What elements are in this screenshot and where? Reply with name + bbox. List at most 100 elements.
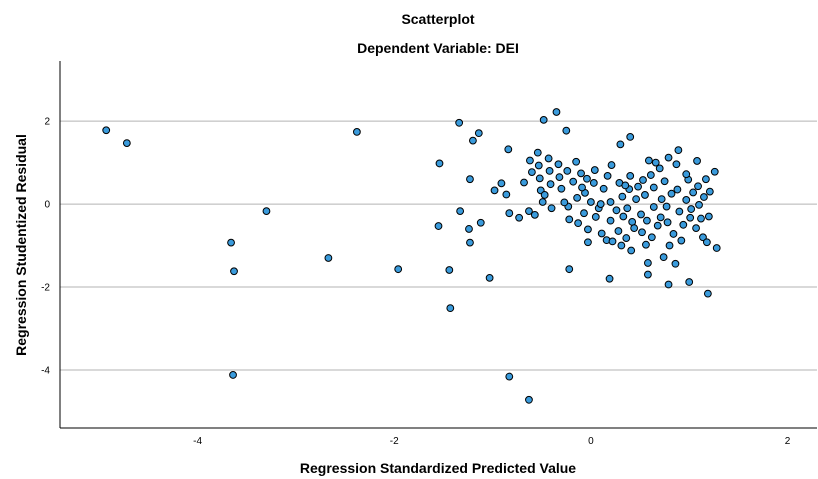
data-point: [685, 278, 694, 286]
y-axis-title: Regression Studentized Residual: [13, 134, 29, 356]
data-point: [692, 224, 700, 233]
data-point: [547, 204, 556, 213]
data-point: [682, 170, 691, 179]
data-point: [612, 206, 621, 215]
data-point: [526, 156, 534, 165]
data-point: [545, 166, 554, 175]
data-point: [590, 166, 599, 174]
chart-subtitle: Dependent Variable: DEI: [357, 40, 519, 56]
data-point: [655, 164, 664, 173]
x-axis-title: Regression Standardized Predicted Value: [300, 460, 576, 476]
data-point: [606, 216, 615, 225]
data-point: [614, 227, 623, 235]
data-point: [562, 126, 571, 135]
data-point: [623, 204, 632, 213]
data-point: [638, 228, 646, 237]
data-point: [667, 189, 676, 198]
axes: [59, 61, 817, 429]
data-point: [485, 273, 494, 282]
data-point: [673, 185, 682, 194]
data-point: [687, 205, 696, 213]
x-tick-label: 2: [785, 436, 791, 447]
data-point: [621, 181, 630, 190]
x-tick-label: 0: [588, 436, 594, 447]
data-point: [607, 161, 616, 169]
data-point: [563, 166, 572, 175]
data-point: [656, 213, 665, 222]
tick-labels: -4 -2 0 2 -4 -2 0 2: [41, 117, 791, 447]
data-point: [476, 218, 485, 227]
data-point: [525, 395, 533, 404]
data-point: [490, 186, 499, 195]
data-point: [704, 212, 713, 221]
data-point: [552, 108, 561, 116]
y-tick-label: -2: [41, 283, 50, 294]
data-point: [596, 200, 605, 208]
data-point: [573, 193, 582, 202]
data-point: [465, 225, 473, 233]
data-point: [505, 209, 514, 218]
data-point: [502, 190, 511, 199]
data-point: [435, 159, 444, 168]
data-point: [699, 233, 707, 242]
data-point: [262, 207, 271, 216]
data-point: [434, 222, 443, 230]
data-point: [466, 238, 474, 247]
data-point: [669, 230, 678, 238]
x-tick-label: -2: [390, 436, 399, 447]
data-point: [606, 198, 615, 206]
data-point: [525, 207, 533, 216]
data-point: [102, 126, 111, 135]
data-point: [626, 171, 635, 180]
data-point: [554, 160, 563, 169]
data-point: [702, 175, 710, 184]
data-point: [664, 153, 673, 162]
data-point: [644, 156, 653, 165]
data-point: [534, 161, 543, 170]
data-point: [659, 253, 668, 262]
data-point: [530, 210, 539, 219]
data-point: [662, 202, 671, 211]
data-point: [597, 229, 606, 238]
data-point: [520, 178, 528, 187]
data-point: [578, 183, 586, 192]
data-point: [632, 195, 641, 203]
data-point: [682, 196, 691, 204]
x-tick-label: -4: [193, 436, 202, 447]
data-point: [557, 184, 566, 193]
data-point: [651, 158, 660, 167]
data-point: [674, 146, 683, 155]
data-point: [591, 213, 600, 221]
data-point: [644, 270, 652, 279]
data-point: [533, 148, 542, 157]
data-point: [605, 274, 614, 283]
data-point: [456, 207, 465, 216]
data-point: [617, 241, 626, 250]
data-point: [705, 187, 714, 196]
data-point: [646, 171, 655, 179]
data-point: [546, 180, 555, 189]
data-point: [672, 160, 681, 169]
data-point: [555, 173, 564, 182]
data-point: [693, 157, 701, 165]
data-point: [675, 207, 684, 216]
data-point: [649, 183, 658, 192]
data-point: [649, 203, 658, 211]
data-point: [626, 132, 635, 141]
data-point: [577, 169, 585, 178]
data-point: [679, 220, 688, 229]
data-point: [618, 192, 627, 201]
data-point: [446, 304, 455, 313]
data-points: [102, 108, 721, 404]
data-point: [584, 225, 592, 234]
data-point: [642, 240, 650, 249]
data-point: [515, 213, 524, 222]
data-point: [584, 238, 592, 247]
data-point: [657, 195, 666, 203]
data-point: [619, 212, 628, 221]
data-point: [565, 215, 574, 224]
data-point: [455, 118, 464, 127]
data-point: [227, 238, 235, 247]
data-point: [665, 241, 674, 250]
